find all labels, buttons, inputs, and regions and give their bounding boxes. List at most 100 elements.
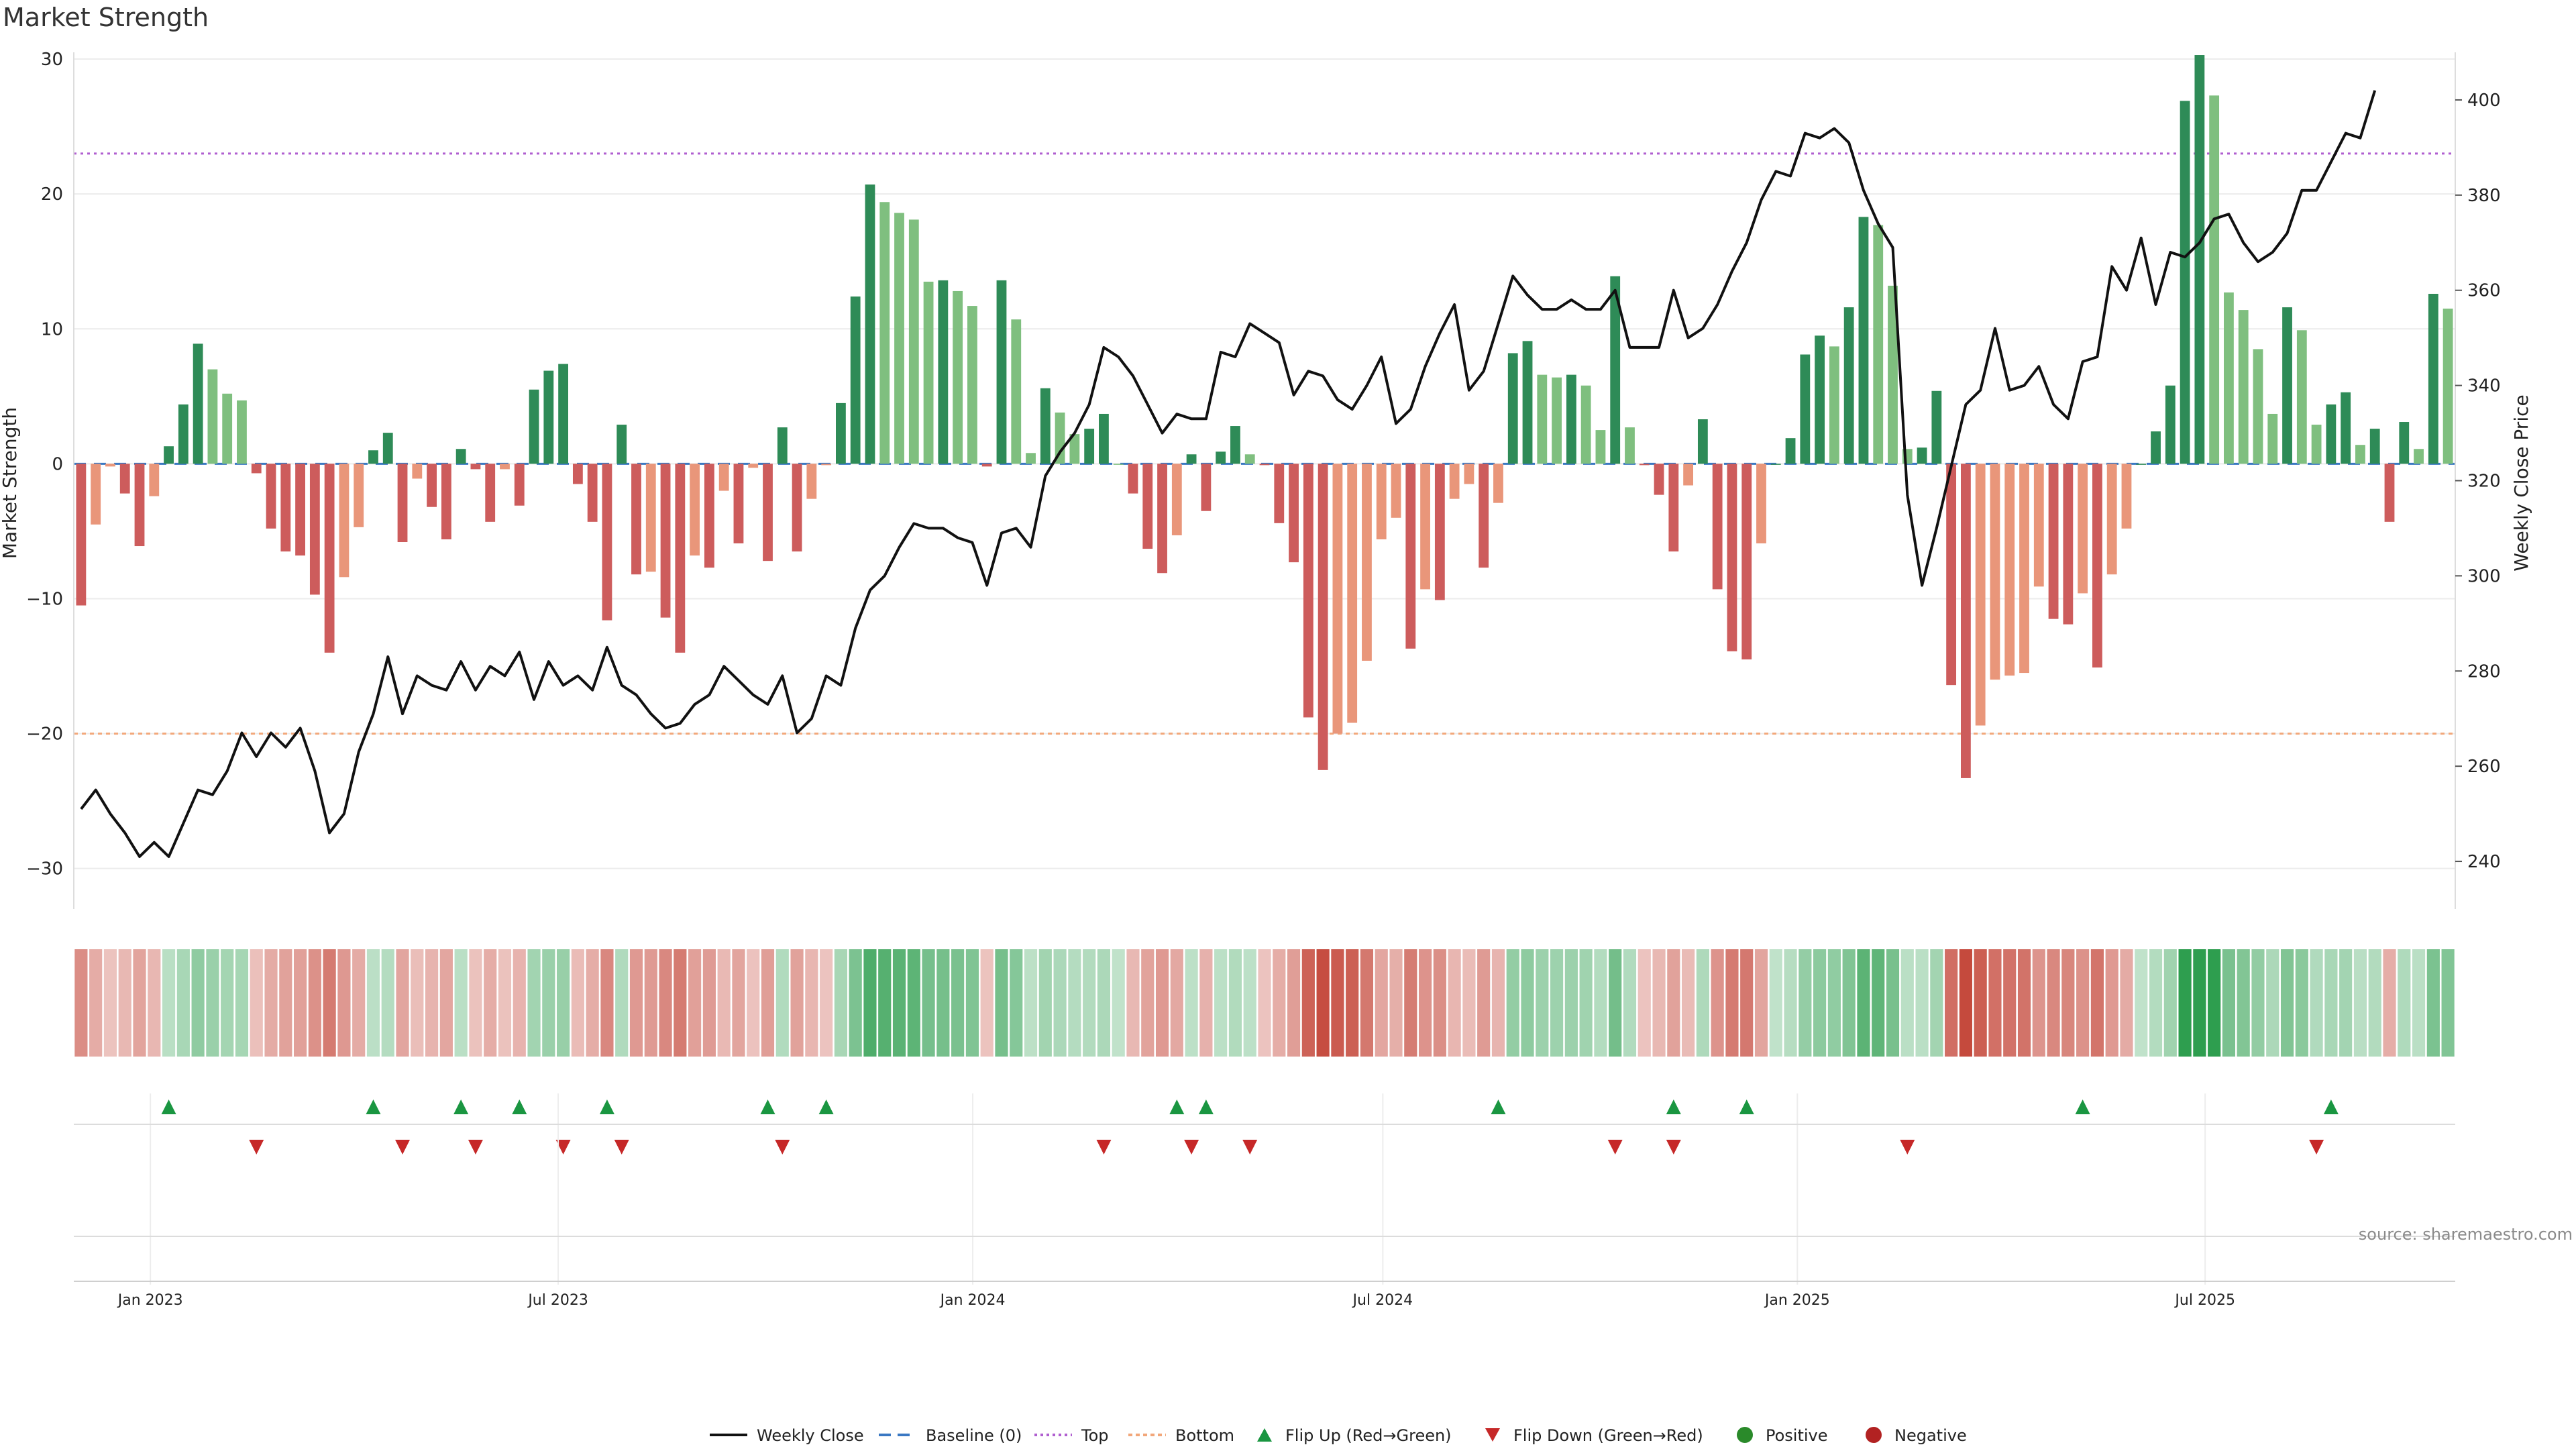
heat-cell [1769,949,1782,1057]
strength-bar [2384,464,2395,522]
heat-cell [2222,949,2236,1057]
legend-label: Positive [1766,1426,1828,1445]
heat-cell [2251,949,2265,1057]
strength-bar [2165,385,2176,464]
flip-down-marker [775,1140,790,1155]
heat-cell [2339,949,2353,1057]
strength-bar [2033,464,2044,587]
heat-cell [279,949,292,1057]
heat-cell [542,949,555,1057]
heat-cell [747,949,760,1057]
heat-cell [659,949,672,1057]
heat-cell [980,949,994,1057]
strength-bar [1815,335,1825,464]
flip-down-marker [1666,1140,1681,1155]
heat-cell [688,949,702,1057]
strength-bar [237,400,247,464]
heat-cell [74,949,88,1057]
heat-cell [1155,949,1169,1057]
legend-item: Flip Down (Green→Red) [1485,1426,1703,1445]
flip-up-marker [453,1099,469,1114]
heat-cell [1389,949,1403,1057]
heat-cell [965,949,979,1057]
x-tick-label: Jul 2025 [2174,1292,2235,1309]
strength-bar [1303,464,1313,718]
flip-down-marker [1184,1140,1199,1155]
heat-cell [834,949,847,1057]
heat-cell [1024,949,1038,1057]
strength-bar [1537,374,1548,464]
strength-bar [2341,392,2351,464]
strength-bar [2282,307,2292,464]
strength-bar [2019,464,2029,674]
heat-cell [995,949,1008,1057]
heat-cell [1564,949,1578,1057]
strength-bar [1507,353,1518,464]
strength-bar [2414,449,2424,464]
strength-bar [105,464,115,467]
strength-bar [1741,464,1752,659]
flip-down-marker [1096,1140,1112,1155]
axes: −30 −20 −10 0 10 20 30 240 260 280 300 320 340 360 380… [26,50,2501,909]
y-tick-right: 360 [2467,281,2501,301]
strength-bar [1449,464,1460,499]
strength-bar [967,306,977,464]
heat-cell [674,949,687,1057]
strength-bar [2121,464,2132,529]
heat-cell [1331,949,1344,1057]
strength-bar [763,464,773,561]
strength-bar [2369,429,2380,464]
heat-cell [2061,949,2075,1057]
strength-bar [382,433,393,464]
strength-bar [1727,464,1737,651]
strength-bar [602,464,612,621]
strength-bar [704,464,714,568]
strength-bar [1405,464,1416,649]
strength-bar [718,464,729,491]
heat-cell [775,949,789,1057]
heat-cell [2412,949,2426,1057]
strength-bar [1113,464,1124,465]
heat-cell [2280,949,2294,1057]
x-axis: Jan 2023 Jul 2023 Jan 2024 Jul 2024 Jan 2025… [74,1093,2455,1309]
strength-bar [2238,310,2249,464]
heat-cell [1842,949,1856,1057]
strength-bar [1610,276,1621,464]
strength-bar [2355,445,2365,464]
y-tick-right: 380 [2467,186,2501,206]
strength-bar [1888,285,1898,464]
strength-bar [119,464,130,494]
strength-bar [645,464,656,572]
strength-bar [193,343,203,464]
heat-cell [366,949,380,1057]
strength-bar [1040,388,1051,464]
strength-bar [251,464,262,474]
heat-cell [907,949,920,1057]
weekly-close-line [80,90,2377,858]
heat-cell [1696,949,1709,1057]
heat-cell [2076,949,2090,1057]
strength-bar [149,464,160,496]
heat-cell [702,949,716,1057]
heat-cell [1974,949,1987,1057]
strength-bar [1493,464,1503,503]
flip-down-marker [1900,1140,1915,1155]
strength-bar [996,280,1007,464]
x-tick-label: Jan 2025 [1764,1292,1830,1309]
heat-cell [2208,949,2221,1057]
heat-cell [1273,949,1286,1057]
heat-cell [790,949,804,1057]
strength-bar [2224,292,2234,464]
heat-cell [1433,949,1446,1057]
heat-cell [951,949,965,1057]
flip-up-marker [1198,1099,1214,1114]
heat-cell [2193,949,2206,1057]
strength-bar [2428,293,2438,464]
strength-bar [2399,422,2410,464]
flip-up-marker [818,1099,834,1114]
heat-cell [1930,949,1943,1057]
strength-bar [587,464,598,522]
legend-item: Bottom [1128,1426,1234,1445]
heat-cell [1170,949,1183,1057]
legend-swatch [1485,1428,1500,1442]
